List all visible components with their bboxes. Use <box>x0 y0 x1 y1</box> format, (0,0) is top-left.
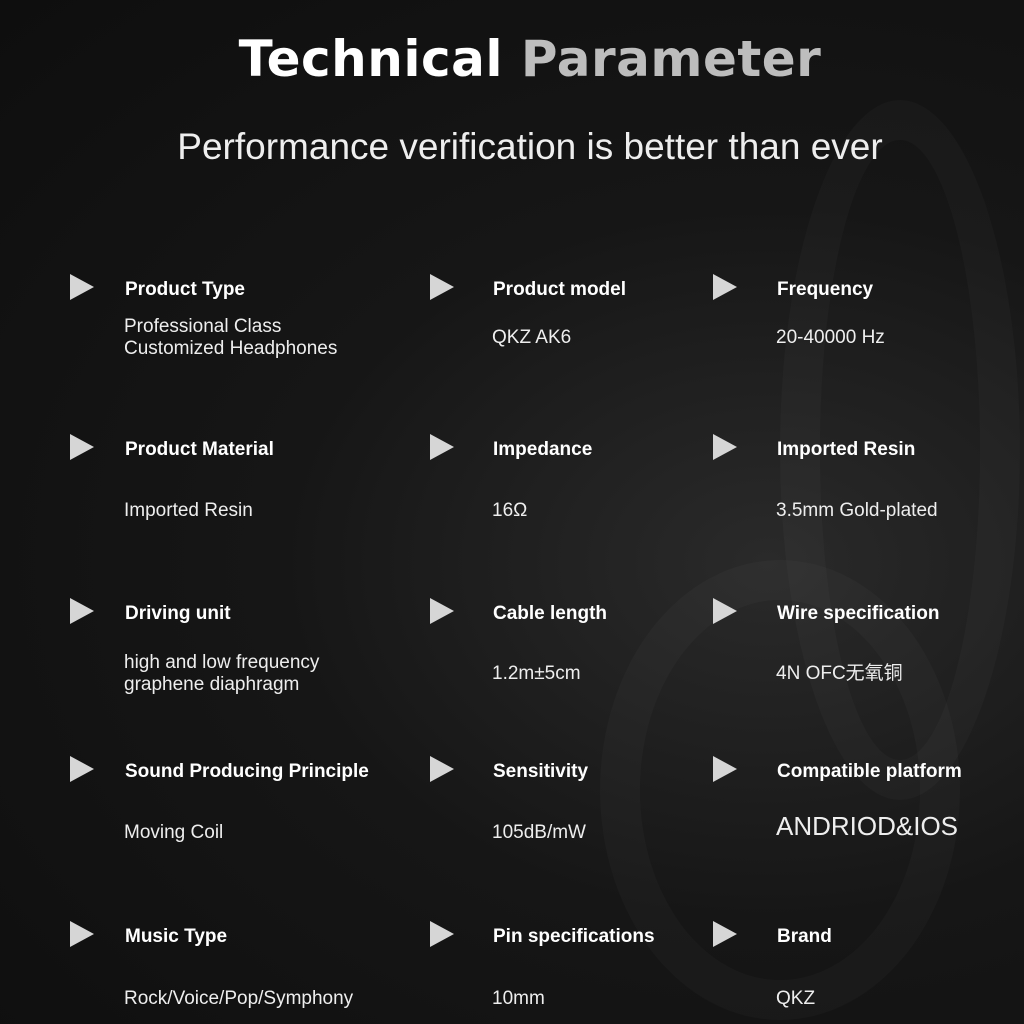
spec-label: Brand <box>777 926 832 947</box>
spec-label: Sensitivity <box>493 761 589 782</box>
spec-label: Product Type <box>125 279 245 300</box>
spec-value: 20-40000 Hz <box>776 327 885 348</box>
title-part1: Technical <box>238 30 503 88</box>
triangle-right-icon <box>430 274 454 300</box>
spec-label: Imported Resin <box>777 439 916 460</box>
page-subtitle: Performance verification is better than … <box>177 126 883 167</box>
spec-value: 16Ω <box>492 500 528 521</box>
spec-value: 4N OFC无氧铜 <box>776 663 903 684</box>
triangle-right-icon <box>713 274 737 300</box>
spec-label: Product model <box>493 279 627 300</box>
triangle-right-icon <box>430 921 454 947</box>
spec-value: Moving Coil <box>124 822 224 843</box>
triangle-right-icon <box>713 921 737 947</box>
triangle-right-icon <box>713 756 737 782</box>
spec-label: Driving unit <box>125 603 231 624</box>
spec-value: Rock/Voice/Pop/Symphony <box>124 988 354 1009</box>
spec-value: 105dB/mW <box>492 822 586 843</box>
spec-label: Product Material <box>125 439 274 460</box>
spec-label: Frequency <box>777 279 874 300</box>
spec-value: ANDRIOD&IOS <box>776 811 959 841</box>
spec-value: high and low frequency graphene diaphrag… <box>124 652 320 695</box>
spec-label: Impedance <box>493 439 593 460</box>
triangle-right-icon <box>70 434 94 460</box>
spec-label: Wire specification <box>777 603 940 624</box>
triangle-right-icon <box>70 598 94 624</box>
spec-value: 1.2m±5cm <box>492 663 581 684</box>
spec-value: 10mm <box>492 988 545 1009</box>
spec-label: Sound Producing Principle <box>125 761 369 782</box>
triangle-right-icon <box>713 434 737 460</box>
triangle-right-icon <box>430 756 454 782</box>
triangle-right-icon <box>430 598 454 624</box>
triangle-right-icon <box>430 434 454 460</box>
spec-value: 3.5mm Gold-plated <box>776 500 938 521</box>
title-part2: Parameter <box>520 30 822 88</box>
spec-label: Music Type <box>125 926 228 947</box>
spec-value: Imported Resin <box>124 500 253 521</box>
triangle-right-icon <box>70 756 94 782</box>
triangle-right-icon <box>713 598 737 624</box>
spec-value: QKZ <box>776 988 816 1009</box>
spec-label: Cable length <box>493 603 608 624</box>
spec-value: Professional Class Customized Headphones <box>124 316 338 359</box>
spec-label: Pin specifications <box>493 926 655 947</box>
page-title: Technical Parameter <box>0 30 1024 88</box>
triangle-right-icon <box>70 274 94 300</box>
triangle-right-icon <box>70 921 94 947</box>
spec-value: QKZ AK6 <box>492 327 572 348</box>
spec-label: Compatible platform <box>777 761 962 782</box>
